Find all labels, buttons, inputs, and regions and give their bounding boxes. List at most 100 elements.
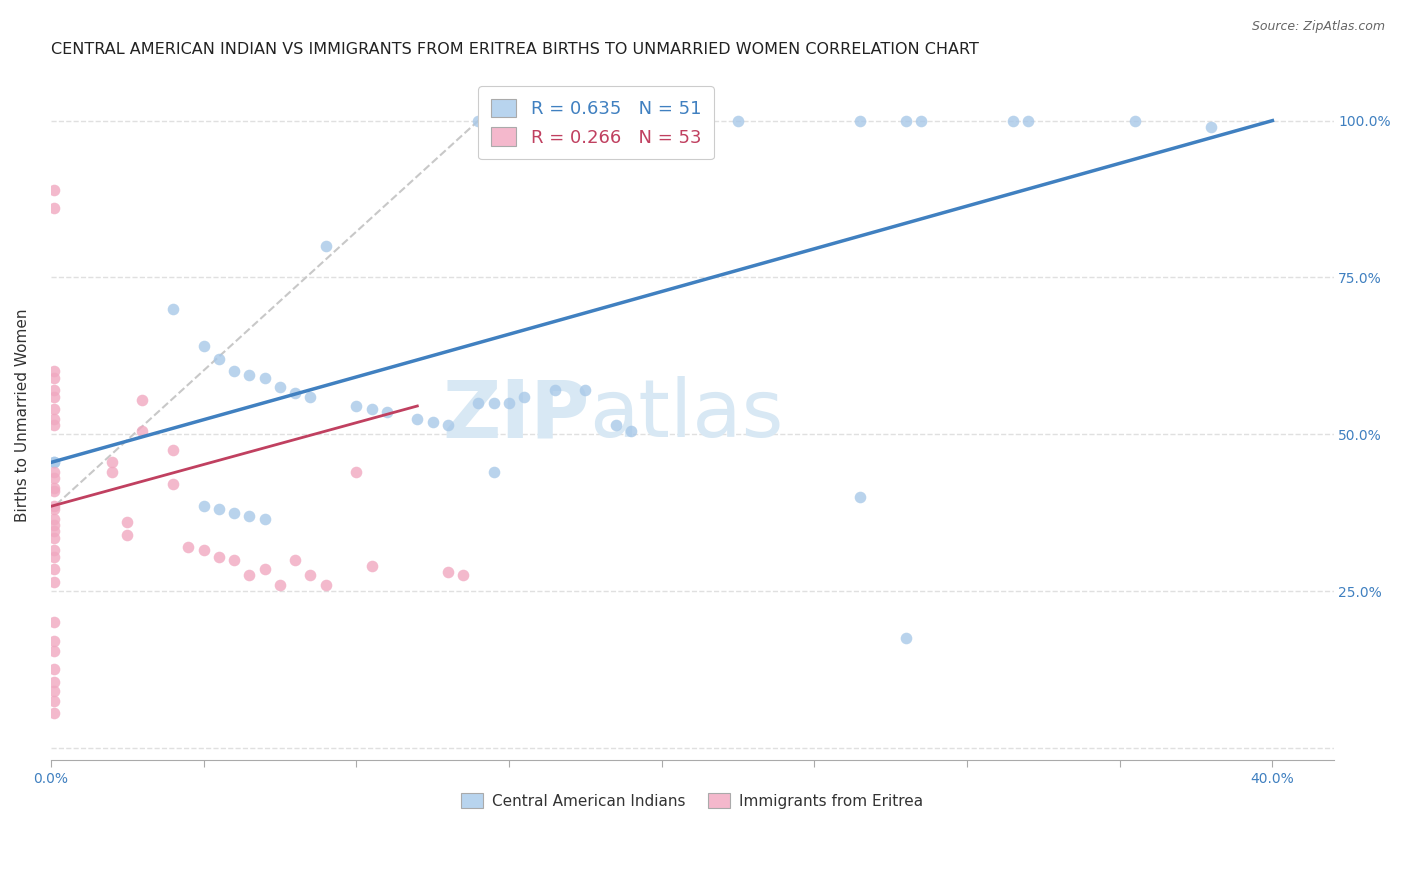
Point (238, 368, 260, 382)
Point (42, 364, 65, 378)
Point (681, 113, 703, 128)
Point (42, 500, 65, 514)
Point (115, 515, 138, 529)
Point (620, 424, 643, 438)
Text: ZIP: ZIP (443, 376, 589, 454)
Point (101, 465, 124, 479)
Point (284, 552, 307, 566)
Legend: Central American Indians, Immigrants from Eritrea: Central American Indians, Immigrants fro… (456, 787, 929, 814)
Point (299, 568, 322, 582)
Point (344, 399, 367, 413)
Point (544, 384, 567, 398)
Text: CENTRAL AMERICAN INDIAN VS IMMIGRANTS FROM ERITREA BIRTHS TO UNMARRIED WOMEN COR: CENTRAL AMERICAN INDIAN VS IMMIGRANTS FR… (51, 42, 979, 57)
Point (42, 402, 65, 417)
Point (451, 568, 474, 582)
Point (42, 202, 65, 216)
Point (42, 512, 65, 526)
Point (208, 502, 231, 516)
Point (193, 543, 215, 558)
Point (42, 371, 65, 385)
Point (42, 662, 65, 676)
Point (42, 615, 65, 630)
Point (42, 706, 65, 721)
Point (467, 113, 489, 128)
Point (605, 417, 627, 432)
Point (42, 481, 65, 495)
Point (162, 477, 184, 491)
Point (574, 113, 596, 128)
Text: atlas: atlas (589, 376, 785, 454)
Point (284, 386, 307, 401)
Point (910, 113, 932, 128)
Point (574, 384, 596, 398)
Point (162, 301, 184, 316)
Point (406, 411, 429, 425)
Point (42, 417, 65, 432)
Point (42, 543, 65, 558)
Point (208, 351, 231, 366)
Point (42, 643, 65, 657)
Point (42, 531, 65, 545)
Point (222, 364, 245, 378)
Point (269, 380, 291, 394)
Point (482, 465, 505, 479)
Point (1017, 113, 1039, 128)
Point (42, 183, 65, 197)
Point (42, 483, 65, 498)
Point (162, 442, 184, 457)
Point (1201, 120, 1223, 134)
Point (849, 490, 872, 504)
Point (42, 574, 65, 589)
Point (222, 506, 245, 520)
Point (177, 540, 200, 554)
Point (42, 455, 65, 469)
Point (193, 339, 215, 353)
Point (269, 578, 291, 592)
Point (193, 500, 215, 514)
Point (513, 390, 536, 404)
Point (681, 113, 703, 128)
Point (42, 465, 65, 479)
Point (315, 239, 337, 253)
Point (101, 455, 124, 469)
Point (636, 113, 658, 128)
Point (42, 634, 65, 648)
Point (529, 113, 551, 128)
Point (42, 562, 65, 576)
Point (42, 455, 65, 469)
Point (115, 527, 138, 541)
Point (42, 384, 65, 398)
Point (422, 415, 444, 429)
Point (42, 390, 65, 404)
Point (208, 549, 231, 564)
Point (238, 568, 260, 582)
Point (727, 113, 749, 128)
Point (42, 694, 65, 708)
Point (1001, 113, 1024, 128)
Point (437, 565, 460, 579)
Point (360, 558, 382, 573)
Point (894, 113, 917, 128)
Point (1123, 113, 1146, 128)
Point (513, 113, 536, 128)
Point (42, 518, 65, 533)
Point (253, 371, 276, 385)
Point (222, 552, 245, 566)
Point (253, 562, 276, 576)
Point (529, 113, 551, 128)
Text: Source: ZipAtlas.com: Source: ZipAtlas.com (1251, 20, 1385, 33)
Point (482, 396, 505, 410)
Point (131, 392, 153, 407)
Point (42, 411, 65, 425)
Point (467, 396, 489, 410)
Point (437, 417, 460, 432)
Point (42, 675, 65, 690)
Point (849, 113, 872, 128)
Point (131, 424, 153, 438)
Point (894, 631, 917, 645)
Point (42, 502, 65, 516)
Point (238, 508, 260, 523)
Point (696, 113, 718, 128)
Point (42, 549, 65, 564)
Point (498, 396, 520, 410)
